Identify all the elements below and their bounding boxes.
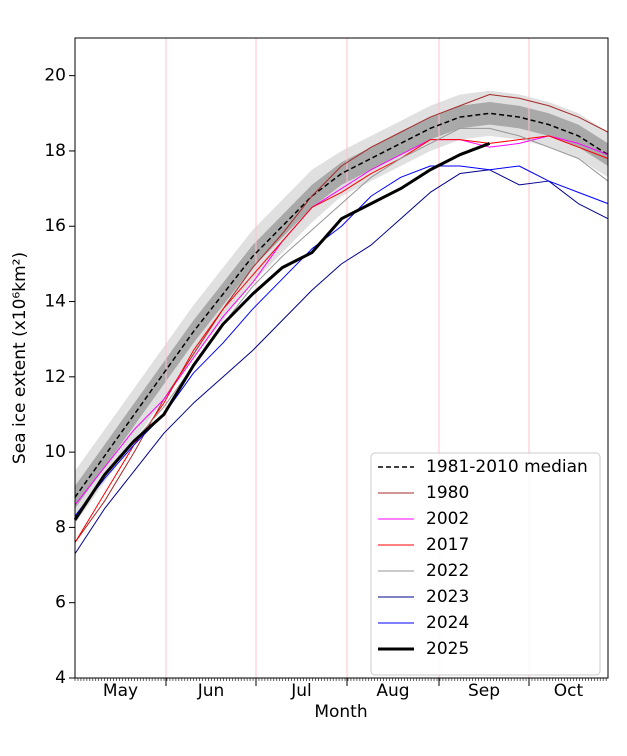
legend-label: 2017 bbox=[426, 535, 469, 555]
y-tick-label: 16 bbox=[44, 216, 66, 236]
legend-label: 2025 bbox=[426, 639, 469, 659]
series-line bbox=[74, 112, 609, 498]
series-line bbox=[73, 142, 491, 521]
series-line bbox=[74, 127, 609, 517]
y-tick-label: 14 bbox=[44, 292, 66, 312]
y-axis-label: Sea ice extent (x10⁶km²) bbox=[10, 252, 30, 464]
legend-label: 1980 bbox=[426, 483, 469, 503]
legend-label: 2023 bbox=[426, 587, 469, 607]
series-line bbox=[74, 135, 609, 543]
range-band bbox=[75, 102, 608, 509]
legend-label: 2024 bbox=[426, 613, 469, 633]
y-tick-label: 18 bbox=[44, 141, 66, 161]
legend-box bbox=[370, 452, 601, 676]
x-axis-label: Month bbox=[314, 702, 367, 722]
series-line bbox=[74, 135, 609, 506]
x-tick-label: Oct bbox=[554, 681, 584, 701]
legend-label: 2022 bbox=[426, 561, 469, 581]
plot-frame bbox=[74, 37, 609, 679]
y-tick-label: 6 bbox=[55, 593, 66, 613]
y-tick-label: 4 bbox=[55, 668, 66, 688]
x-tick-label: May bbox=[103, 681, 138, 701]
x-tick-label: Jul bbox=[290, 681, 312, 701]
legend-label: 2002 bbox=[426, 509, 469, 529]
y-tick-label: 12 bbox=[44, 367, 66, 387]
y-tick-label: 20 bbox=[44, 66, 66, 86]
legend-label: 1981-2010 median bbox=[426, 457, 588, 477]
x-tick-label: Jun bbox=[197, 681, 225, 701]
y-tick-label: 10 bbox=[44, 442, 66, 462]
y-tick-label: 8 bbox=[55, 517, 66, 537]
series-line bbox=[74, 169, 609, 555]
x-tick-label: Sep bbox=[468, 681, 500, 701]
x-tick-label: Aug bbox=[376, 681, 409, 701]
